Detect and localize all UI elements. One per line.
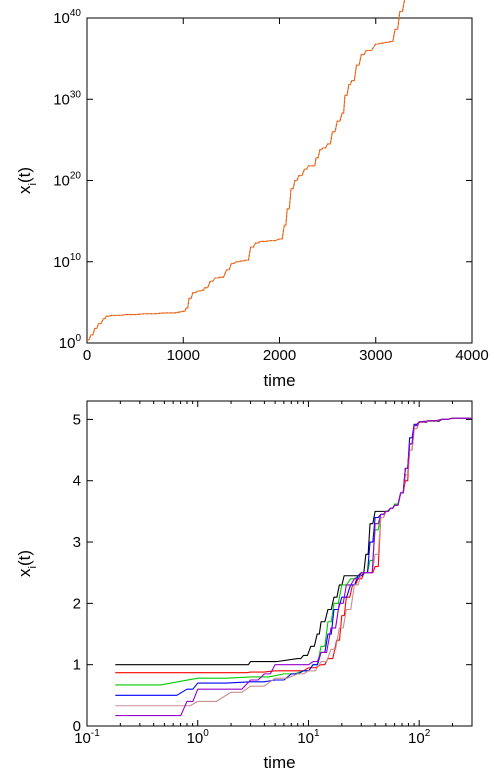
bottom-x-ticks: 10-1 100 101 102 bbox=[74, 401, 473, 747]
top-series-line-1 bbox=[87, 0, 406, 341]
bottom-x-tick-label-base: 10 bbox=[297, 730, 314, 747]
bottom-y-tick-label: 3 bbox=[73, 534, 81, 551]
bottom-series-line-3 bbox=[115, 417, 472, 686]
bottom-y-axis-label-base: x bbox=[15, 568, 34, 577]
bottom-x-tick-label: 101 bbox=[297, 728, 320, 747]
bottom-x-tick-label-base: 10 bbox=[187, 730, 204, 747]
top-y-tick-label: 1020 bbox=[53, 171, 81, 190]
bottom-y-axis-label-arg: (t) bbox=[15, 550, 34, 566]
bottom-y-tick-label: 4 bbox=[73, 473, 81, 490]
top-y-tick-label-exponent: 0 bbox=[75, 333, 81, 344]
bottom-x-tick-label: 100 bbox=[187, 728, 210, 747]
bottom-x-tick-label-exponent: 2 bbox=[425, 728, 431, 739]
top-y-tick-label-exponent: 30 bbox=[70, 89, 82, 100]
top-y-tick-label-base: 10 bbox=[53, 91, 70, 108]
top-plot-frame bbox=[86, 17, 473, 344]
top-series-line-overlay bbox=[87, 0, 406, 341]
bottom-plot-frame bbox=[86, 400, 473, 727]
top-y-tick-label-base: 10 bbox=[59, 335, 76, 352]
bottom-series-line-4 bbox=[115, 417, 472, 696]
bottom-y-tick-label: 2 bbox=[73, 595, 81, 612]
top-y-tick-label: 1010 bbox=[53, 252, 81, 271]
bottom-x-axis-label: time bbox=[263, 753, 295, 772]
top-x-tick-label: 1000 bbox=[167, 347, 200, 364]
bottom-x-tick-label: 10-1 bbox=[74, 728, 100, 747]
bottom-y-axis-label-subscript: i bbox=[27, 566, 39, 568]
top-y-tick-label-exponent: 20 bbox=[70, 171, 82, 182]
top-x-tick-label: 2000 bbox=[263, 347, 296, 364]
top-x-tick-label: 4000 bbox=[455, 347, 488, 364]
bottom-y-tick-label: 5 bbox=[73, 411, 81, 428]
top-y-tick-label-base: 10 bbox=[53, 10, 70, 27]
top-y-tick-label-base: 10 bbox=[53, 254, 70, 271]
bottom-series-line-6 bbox=[115, 417, 472, 717]
top-y-axis-label: xi(t) bbox=[15, 167, 39, 194]
bottom-series-line-2 bbox=[115, 417, 472, 674]
bottom-y-tick-label: 0 bbox=[73, 718, 81, 735]
top-plot-area bbox=[87, 0, 406, 341]
bottom-x-tick-label-base: 10 bbox=[74, 730, 91, 747]
top-y-tick-label-base: 10 bbox=[53, 173, 70, 190]
bottom-series-line-5 bbox=[115, 417, 472, 707]
top-y-tick-label-exponent: 40 bbox=[70, 8, 82, 19]
top-y-axis-label-arg: (t) bbox=[15, 167, 34, 183]
bottom-plot-area bbox=[115, 417, 472, 717]
bottom-series-line-1 bbox=[115, 417, 472, 666]
top-x-tick-label: 3000 bbox=[359, 347, 392, 364]
bottom-x-tick-label: 102 bbox=[408, 728, 431, 747]
bottom-x-tick-label-exponent: -1 bbox=[91, 728, 100, 739]
bottom-y-tick-label: 1 bbox=[73, 657, 81, 674]
bottom-x-tick-label-exponent: 0 bbox=[203, 728, 209, 739]
top-x-tick-label: 0 bbox=[83, 347, 91, 364]
bottom-y-axis-label: xi(t) bbox=[15, 550, 39, 577]
top-y-axis-label-subscript: i bbox=[27, 183, 39, 185]
top-y-tick-label: 1040 bbox=[53, 8, 81, 27]
top-y-tick-label-exponent: 10 bbox=[70, 252, 82, 263]
top-y-axis-label-base: x bbox=[15, 185, 34, 194]
bottom-x-tick-label-base: 10 bbox=[408, 730, 425, 747]
top-y-tick-label: 1030 bbox=[53, 89, 81, 108]
top-x-ticks: 0 1000 2000 3000 4000 bbox=[83, 18, 489, 364]
bottom-x-tick-label-exponent: 1 bbox=[314, 728, 320, 739]
top-x-axis-label: time bbox=[263, 371, 295, 390]
bottom-y-ticks: 0 1 2 3 4 5 bbox=[73, 411, 472, 735]
top-y-tick-label: 100 bbox=[59, 333, 82, 352]
